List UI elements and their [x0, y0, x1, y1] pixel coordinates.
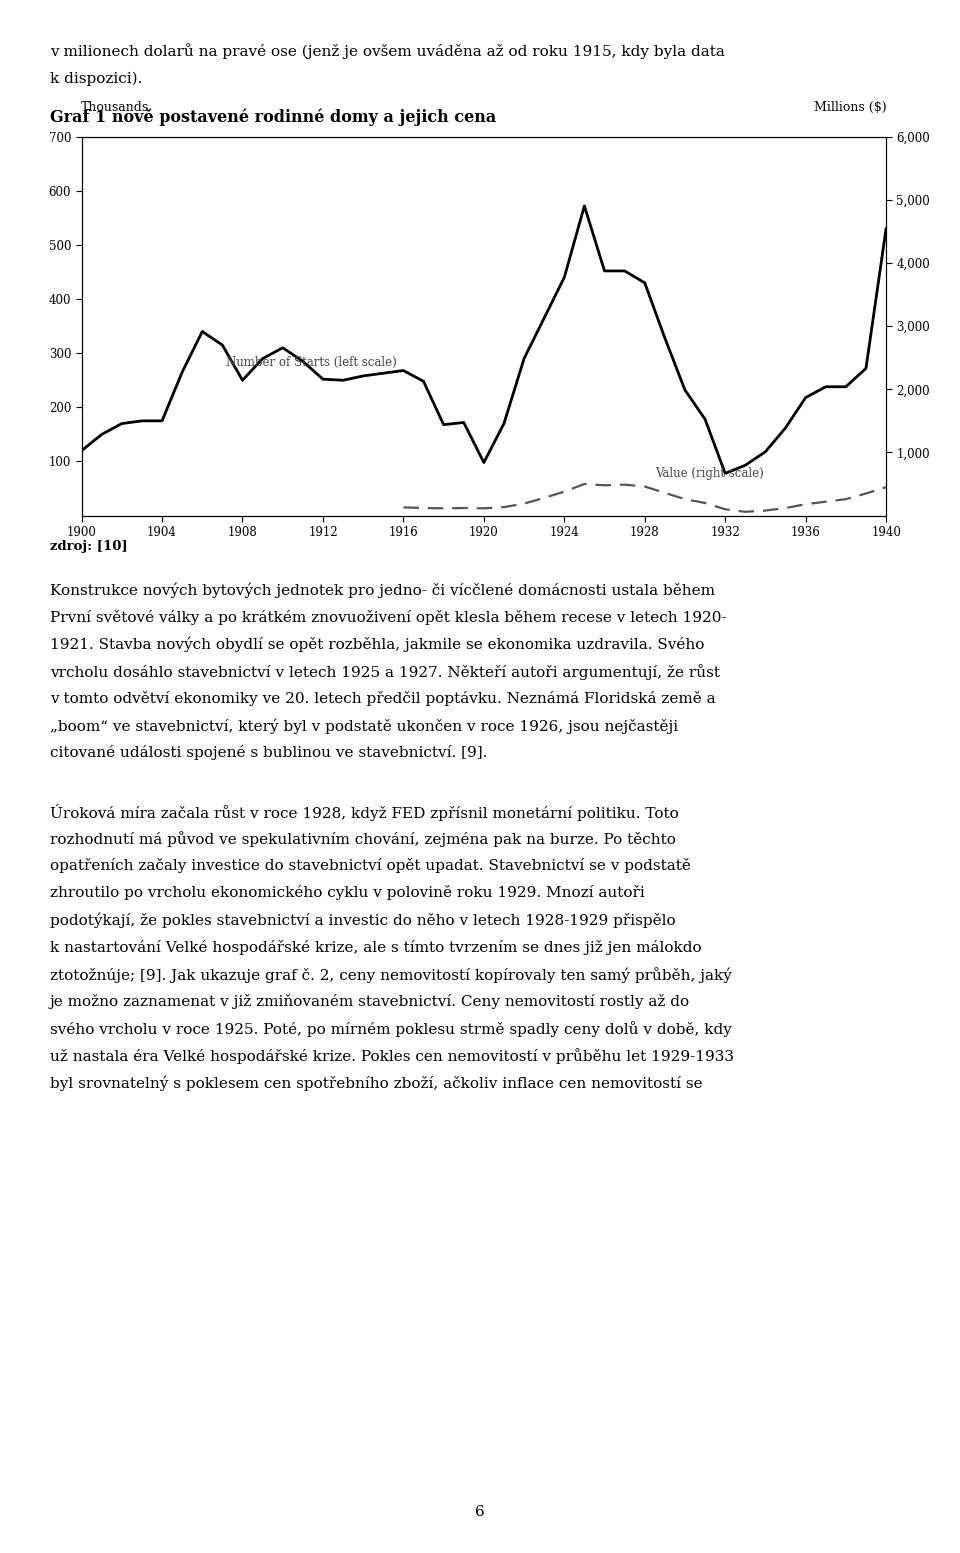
Text: podotýkají, že pokles stavebnictví a investic do něho v letech 1928-1929 přispěl: podotýkají, že pokles stavebnictví a inv…: [50, 913, 676, 927]
Text: k nastartování Velké hospodářské krize, ale s tímto tvrzením se dnes již jen mál: k nastartování Velké hospodářské krize, …: [50, 940, 702, 955]
Text: Millions ($): Millions ($): [814, 101, 887, 113]
Text: ztotožnúje; [9]. Jak ukazuje graf č. 2, ceny nemovitostí kopírovaly ten samý prů: ztotožnúje; [9]. Jak ukazuje graf č. 2, …: [50, 966, 732, 983]
Text: citované události spojené s bublinou ve stavebnictví. [9].: citované události spojené s bublinou ve …: [50, 745, 488, 761]
Text: Konstrukce nových bytových jednotek pro jedno- či vícčlené domácnosti ustala běh: Konstrukce nových bytových jednotek pro …: [50, 582, 715, 598]
Text: opatřeních začaly investice do stavebnictví opět upadat. Stavebnictví se v podst: opatřeních začaly investice do stavebnic…: [50, 859, 691, 873]
Text: Number of Starts (left scale): Number of Starts (left scale): [227, 357, 397, 370]
Text: Value (right scale): Value (right scale): [655, 467, 763, 480]
Text: zhroutilo po vrcholu ekonomického cyklu v polovině roku 1929. Mnozí autoři: zhroutilo po vrcholu ekonomického cyklu …: [50, 885, 645, 901]
Text: zdroj: [10]: zdroj: [10]: [50, 540, 128, 553]
Text: Úroková míra začala růst v roce 1928, když FED zpřísnil monetární politiku. Toto: Úroková míra začala růst v roce 1928, kd…: [50, 804, 679, 820]
Text: rozhodnutí má původ ve spekulativním chování, zejména pak na burze. Po těchto: rozhodnutí má původ ve spekulativním cho…: [50, 831, 676, 846]
Text: 6: 6: [475, 1505, 485, 1519]
Text: už nastala éra Velké hospodářské krize. Pokles cen nemovitostí v průběhu let 192: už nastala éra Velké hospodářské krize. …: [50, 1048, 733, 1064]
Text: vrcholu dosáhlo stavebnictví v letech 1925 a 1927. Někteří autoři argumentují, ž: vrcholu dosáhlo stavebnictví v letech 19…: [50, 665, 720, 680]
Text: v milionech dolarů na pravé ose (jenž je ovšem uváděna až od roku 1915, kdy byla: v milionech dolarů na pravé ose (jenž je…: [50, 43, 725, 59]
Text: 1921. Stavba nových obydlí se opět rozběhla, jakmile se ekonomika uzdravila. Své: 1921. Stavba nových obydlí se opět rozbě…: [50, 637, 705, 652]
Text: Thousands: Thousands: [81, 101, 149, 113]
Text: k dispozici).: k dispozici).: [50, 71, 142, 85]
Text: První světové války a po krátkém znovuoživení opět klesla během recese v letech : První světové války a po krátkém znovuož…: [50, 609, 727, 624]
Text: svého vrcholu v roce 1925. Poté, po mírném poklesu strmě spadly ceny dolů v době: svého vrcholu v roce 1925. Poté, po mírn…: [50, 1022, 732, 1037]
Text: byl srovnatelný s poklesem cen spotřebního zboží, ačkoliv inflace cen nemovitost: byl srovnatelný s poklesem cen spotřební…: [50, 1076, 703, 1090]
Text: „boom“ ve stavebnictví, který byl v podstatě ukončen v roce 1926, jsou nejčastěj: „boom“ ve stavebnictví, který byl v pods…: [50, 717, 678, 733]
Text: je možno zaznamenat v již zmiňovaném stavebnictví. Ceny nemovitostí rostly až do: je možno zaznamenat v již zmiňovaném sta…: [50, 994, 690, 1009]
Text: Graf 1 nově postavené rodinné domy a jejich cena: Graf 1 nově postavené rodinné domy a jej…: [50, 109, 496, 126]
Text: v tomto odvětví ekonomiky ve 20. letech předčil poptávku. Neznámá Floridská země: v tomto odvětví ekonomiky ve 20. letech …: [50, 691, 715, 707]
